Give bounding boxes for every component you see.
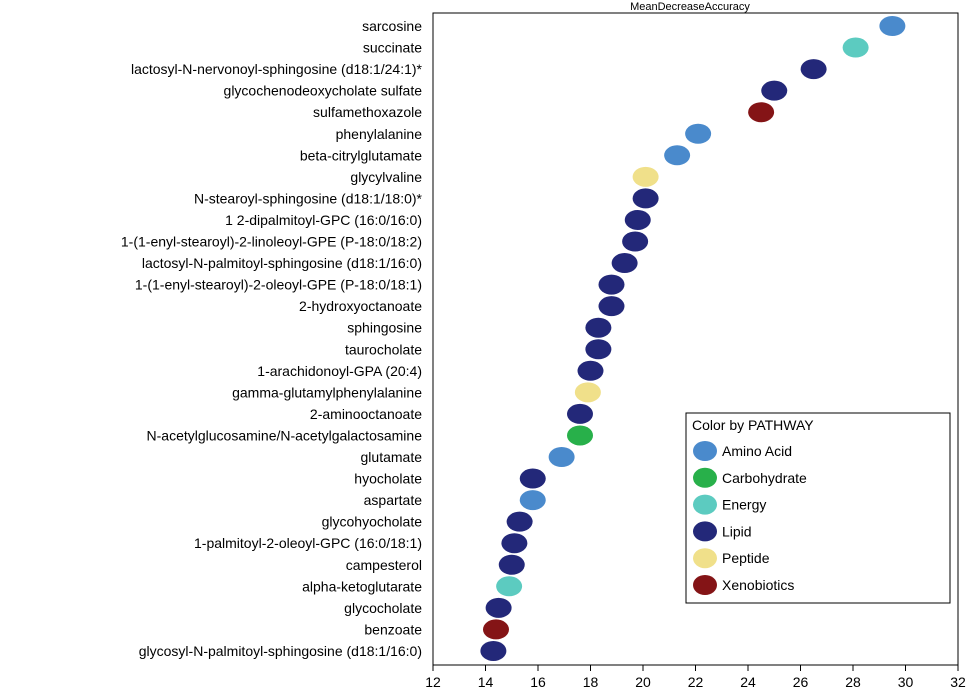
category-label: alpha-ketoglutarate	[302, 578, 422, 594]
data-point	[567, 403, 593, 424]
data-point	[685, 123, 712, 144]
legend-title: Color by PATHWAY	[692, 417, 814, 433]
category-label: succinate	[363, 40, 422, 56]
category-label: sarcosine	[362, 18, 422, 34]
category-label: glycosyl-N-palmitoyl-sphingosine (d18:1/…	[139, 643, 422, 659]
x-tick-label: 32	[950, 674, 966, 690]
data-point	[585, 317, 612, 338]
category-label: gamma-glutamylphenylalanine	[232, 384, 422, 400]
x-tick-label: 20	[635, 674, 651, 690]
data-point	[598, 274, 625, 295]
data-point	[574, 382, 601, 403]
legend-swatch	[693, 548, 717, 569]
category-label: campesterol	[346, 557, 422, 573]
data-point	[519, 490, 546, 511]
legend-entry-label: Carbohydrate	[722, 470, 807, 486]
category-label: aspartate	[364, 492, 423, 508]
data-point	[480, 640, 507, 661]
data-point	[611, 253, 638, 274]
x-axis: 12 14 16 18 20 22 24 26 28 30 32	[425, 665, 966, 690]
data-point	[761, 80, 788, 101]
category-label: benzoate	[364, 621, 422, 637]
category-label: taurocholate	[345, 341, 422, 357]
data-point	[842, 37, 869, 58]
chart-title: MeanDecreaseAccuracy	[630, 1, 750, 13]
legend-entry-label: Lipid	[722, 523, 752, 539]
x-tick-label: 18	[583, 674, 599, 690]
legend-swatch	[693, 575, 717, 595]
category-label: sulfamethoxazole	[313, 104, 422, 120]
data-point	[598, 296, 625, 317]
legend-box	[685, 412, 951, 604]
category-label: N-stearoyl-sphingosine (d18:1/18:0)*	[194, 190, 423, 206]
category-label: 1 2-dipalmitoyl-GPC (16:0/16:0)	[225, 212, 422, 228]
data-point	[577, 360, 604, 381]
category-label: 1-(1-enyl-stearoyl)-2-oleoyl-GPE (P-18:0…	[135, 277, 422, 293]
x-tick-label: 14	[478, 674, 494, 690]
category-label: lactosyl-N-nervonoyl-sphingosine (d18:1/…	[131, 61, 423, 77]
data-point	[496, 576, 523, 597]
data-point	[624, 209, 651, 230]
x-tick-label: 22	[688, 674, 704, 690]
x-tick-label: 26	[793, 674, 809, 690]
legend-entry-label: Peptide	[722, 550, 770, 566]
data-point	[506, 511, 533, 532]
category-label: glutamate	[361, 449, 423, 465]
category-label: beta-citrylglutamate	[300, 147, 422, 163]
category-label: glycocholate	[344, 600, 422, 616]
category-label: 1-(1-enyl-stearoyl)-2-linoleoyl-GPE (P-1…	[121, 234, 422, 250]
x-tick-label: 28	[845, 674, 861, 690]
x-tick-label: 30	[898, 674, 914, 690]
data-point	[567, 425, 593, 446]
category-label: glycohyocholate	[322, 514, 423, 530]
data-point	[501, 533, 528, 554]
data-point	[585, 339, 612, 360]
legend-swatch	[693, 521, 717, 542]
legend-entry-label: Xenobiotics	[722, 577, 794, 593]
category-label: 1-arachidonoyl-GPA (20:4)	[257, 363, 422, 379]
data-point	[485, 597, 512, 618]
data-point	[879, 16, 906, 36]
category-label: sphingosine	[347, 320, 422, 336]
data-point	[622, 231, 649, 252]
data-point	[664, 145, 691, 166]
legend: Color by PATHWAY Amino Acid Carbohydrate E…	[685, 412, 951, 604]
category-label: hyocholate	[354, 471, 422, 487]
data-points	[480, 16, 906, 661]
data-point	[748, 102, 775, 123]
category-label: N-acetylglucosamine/N-acetylgalactosamin…	[147, 427, 423, 443]
x-tick-label: 24	[740, 674, 756, 690]
x-tick-label: 12	[425, 674, 441, 690]
category-label: 1-palmitoyl-2-oleoyl-GPC (16:0/18:1)	[194, 535, 422, 551]
legend-swatch	[693, 467, 717, 488]
data-point	[632, 166, 659, 187]
data-point	[632, 188, 659, 209]
data-point	[519, 468, 546, 489]
category-label: glycochenodeoxycholate sulfate	[224, 83, 423, 99]
category-label: glycylvaline	[350, 169, 422, 185]
legend-swatch	[693, 494, 717, 515]
data-point	[483, 619, 509, 640]
legend-entries: Amino Acid Carbohydrate Energy Lipid Peptide…	[693, 441, 807, 595]
category-labels: sarcosine succinate lactosyl-N-nervonoyl-s…	[121, 18, 423, 659]
category-label: phenylalanine	[336, 126, 423, 142]
legend-entry-label: Amino Acid	[722, 443, 792, 459]
legend-swatch	[693, 441, 717, 461]
legend-entry-label: Energy	[722, 497, 766, 513]
category-label: lactosyl-N-palmitoyl-sphingosine (d18:1/…	[142, 255, 422, 271]
category-label: 2-hydroxyoctanoate	[299, 298, 422, 314]
data-point	[498, 554, 525, 575]
data-point	[800, 59, 827, 80]
x-tick-label: 16	[530, 674, 546, 690]
data-point	[548, 447, 575, 467]
category-label: 2-aminooctanoate	[310, 406, 422, 422]
